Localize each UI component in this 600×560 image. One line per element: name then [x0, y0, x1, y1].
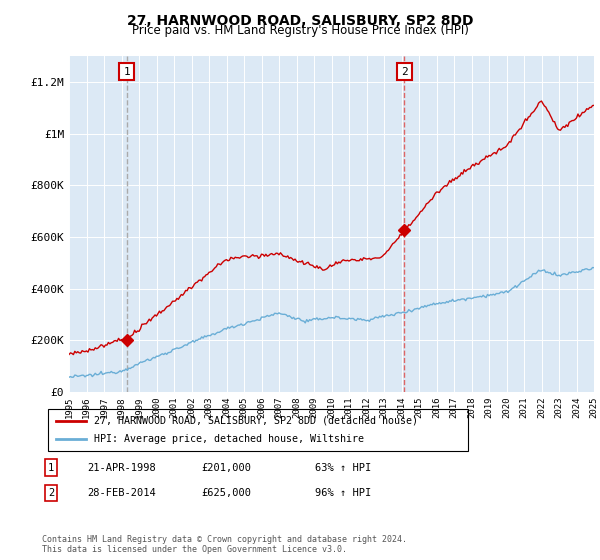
Text: 2: 2 — [401, 67, 408, 77]
Text: Contains HM Land Registry data © Crown copyright and database right 2024.
This d: Contains HM Land Registry data © Crown c… — [42, 535, 407, 554]
Text: 1: 1 — [124, 67, 130, 77]
Text: 27, HARNWOOD ROAD, SALISBURY, SP2 8DD (detached house): 27, HARNWOOD ROAD, SALISBURY, SP2 8DD (d… — [94, 416, 418, 426]
Text: 63% ↑ HPI: 63% ↑ HPI — [315, 463, 371, 473]
Text: 2: 2 — [48, 488, 54, 498]
Text: HPI: Average price, detached house, Wiltshire: HPI: Average price, detached house, Wilt… — [94, 434, 364, 444]
Text: £625,000: £625,000 — [201, 488, 251, 498]
Text: £201,000: £201,000 — [201, 463, 251, 473]
Text: 96% ↑ HPI: 96% ↑ HPI — [315, 488, 371, 498]
Text: 28-FEB-2014: 28-FEB-2014 — [87, 488, 156, 498]
Text: 27, HARNWOOD ROAD, SALISBURY, SP2 8DD: 27, HARNWOOD ROAD, SALISBURY, SP2 8DD — [127, 14, 473, 28]
Text: 1: 1 — [48, 463, 54, 473]
Text: Price paid vs. HM Land Registry's House Price Index (HPI): Price paid vs. HM Land Registry's House … — [131, 24, 469, 37]
Text: 21-APR-1998: 21-APR-1998 — [87, 463, 156, 473]
